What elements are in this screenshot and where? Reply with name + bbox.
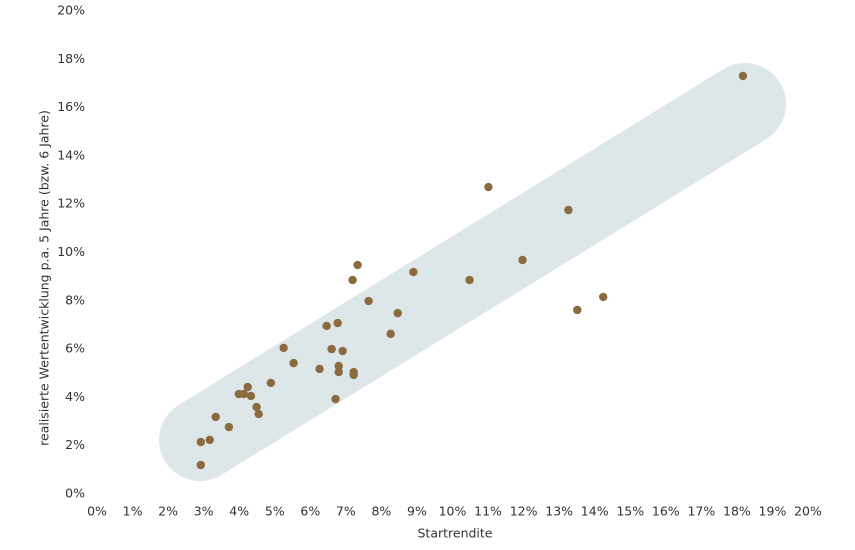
data-point <box>266 378 276 388</box>
y-tick-label: 20% <box>57 3 85 18</box>
data-point <box>338 346 347 356</box>
y-tick-label: 0% <box>65 486 85 501</box>
data-point <box>364 296 373 306</box>
trend-band <box>159 63 786 481</box>
data-point <box>196 437 206 447</box>
y-tick-label: 8% <box>65 292 85 307</box>
x-tick-label: 5% <box>265 504 285 519</box>
y-tick-label: 2% <box>65 437 85 452</box>
data-point <box>205 435 214 445</box>
data-point <box>393 308 402 318</box>
data-point <box>334 367 343 377</box>
x-tick-label: 14% <box>581 504 609 519</box>
x-tick-label: 19% <box>759 504 787 519</box>
y-tick-label: 10% <box>57 244 85 259</box>
data-point <box>254 409 263 419</box>
y-axis-label: realisierte Wertentwicklung p.a. 5 Jahre… <box>37 110 52 446</box>
data-point <box>196 460 206 470</box>
data-point <box>224 422 234 432</box>
x-tick-label: 11% <box>474 504 502 519</box>
y-tick-label: 4% <box>65 389 85 404</box>
x-tick-label: 1% <box>123 504 143 519</box>
x-tick-label: 20% <box>794 504 822 519</box>
data-point <box>738 71 748 81</box>
y-tick-label: 16% <box>57 99 85 114</box>
data-point <box>465 275 474 285</box>
x-tick-label: 10% <box>439 504 467 519</box>
x-tick-label: 3% <box>194 504 214 519</box>
data-point <box>564 205 573 215</box>
x-tick-label: 8% <box>371 504 391 519</box>
x-tick-label: 6% <box>300 504 320 519</box>
data-point <box>573 305 582 315</box>
data-point <box>239 389 249 399</box>
data-point <box>518 255 527 265</box>
data-point <box>334 361 343 371</box>
x-axis-label: Startrendite <box>417 526 492 541</box>
data-point <box>599 292 608 302</box>
data-point <box>484 182 493 192</box>
data-point <box>333 318 342 328</box>
x-tick-label: 2% <box>158 504 178 519</box>
data-point <box>211 412 220 422</box>
x-tick-label: 4% <box>229 504 249 519</box>
data-point <box>243 382 252 392</box>
x-tick-label: 15% <box>616 504 644 519</box>
data-point <box>322 321 331 331</box>
y-tick-label: 14% <box>57 147 85 162</box>
x-tick-label: 16% <box>652 504 680 519</box>
data-point <box>289 358 298 368</box>
y-tick-label: 12% <box>57 196 85 211</box>
x-tick-label: 7% <box>336 504 356 519</box>
x-tick-label: 9% <box>407 504 427 519</box>
data-point <box>315 364 324 374</box>
x-tick-label: 18% <box>723 504 751 519</box>
data-point <box>349 370 358 380</box>
data-point <box>327 344 336 354</box>
x-tick-label: 13% <box>545 504 573 519</box>
x-tick-label: 17% <box>687 504 715 519</box>
data-point <box>331 394 340 404</box>
data-point <box>252 402 261 412</box>
y-tick-label: 18% <box>57 51 85 66</box>
x-tick-label: 0% <box>87 504 107 519</box>
x-tick-label: 12% <box>510 504 538 519</box>
data-point <box>279 343 288 353</box>
data-point <box>386 329 395 339</box>
y-tick-label: 6% <box>65 341 85 356</box>
data-point <box>348 275 357 285</box>
data-point <box>246 391 256 401</box>
data-point <box>353 260 362 270</box>
data-point <box>409 267 418 277</box>
